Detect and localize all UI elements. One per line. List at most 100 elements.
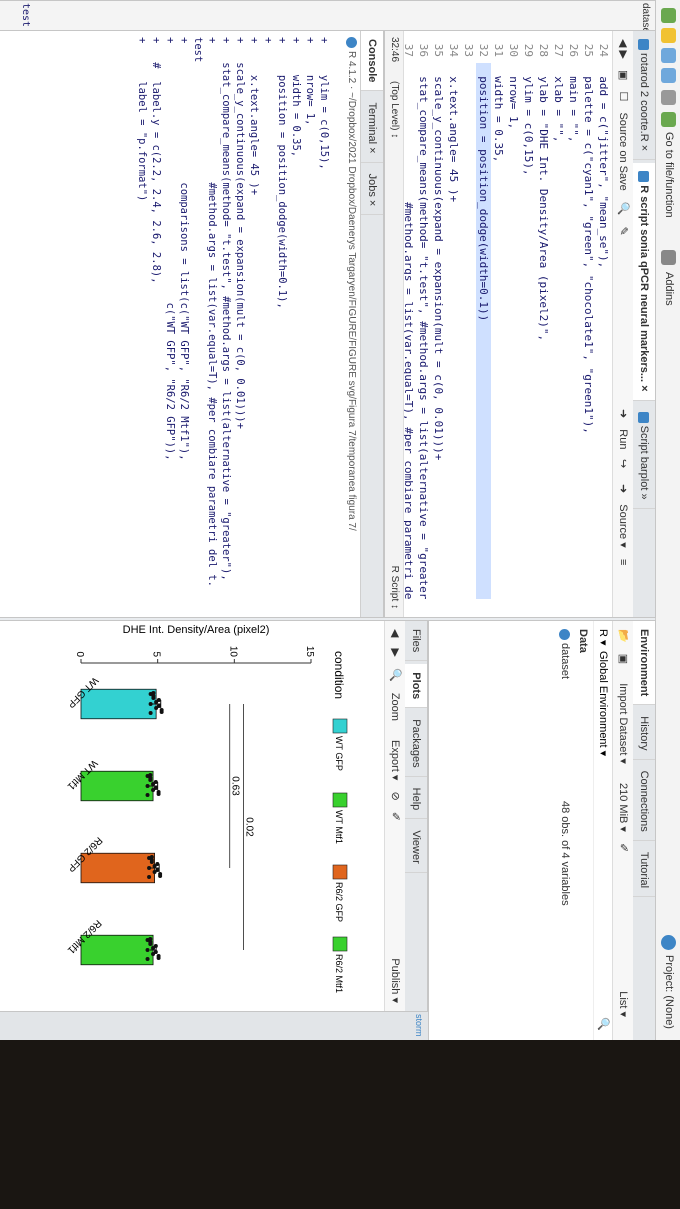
run-button[interactable]: ➜ Run	[617, 409, 629, 450]
y-tick-label: 15	[304, 646, 315, 658]
code-line[interactable]: scale_y_continuous(expand = expansion(mu…	[432, 63, 445, 461]
export-button[interactable]: Export ▾	[389, 740, 401, 781]
jitter-point	[156, 698, 161, 702]
search-icon[interactable]: 🔍	[617, 201, 629, 216]
expand-icon[interactable]	[559, 629, 571, 640]
scope-selector[interactable]: (Top Level) ↕	[389, 81, 400, 139]
open-file-icon[interactable]	[661, 28, 676, 43]
publish-button[interactable]: Publish ▾	[389, 958, 401, 1003]
save-workspace-icon[interactable]: ▣	[617, 653, 629, 665]
p-value-label: 0.02	[244, 817, 255, 837]
env-scope-bar: R ▾ Global Environment ▾ 🔍	[593, 621, 612, 1040]
bar	[80, 852, 156, 884]
tab-plots[interactable]: Plots	[405, 664, 427, 709]
tab-barplot[interactable]: Script barplot »	[633, 403, 655, 509]
code-line[interactable]: palette = c("cyan1", "green", "chocolate…	[582, 63, 595, 434]
grid-icon[interactable]	[661, 250, 676, 265]
code-line[interactable]: x.text.angle= 45 )+	[447, 63, 460, 203]
line-number: 26	[567, 43, 580, 57]
scope-selector[interactable]: Global Environment ▾	[597, 651, 609, 757]
plot-background	[1, 621, 383, 1009]
console-line: + label = "p.format")	[136, 37, 148, 202]
tab-environment[interactable]: Environment	[633, 621, 655, 706]
code-line[interactable]: nrow= 1,	[507, 63, 520, 130]
cursor-position: 32:46	[389, 37, 400, 63]
code-line[interactable]: ylab = "DHE Int. Density/Area (pixel2)",	[537, 63, 550, 342]
jitter-point	[151, 946, 156, 950]
rerun-icon[interactable]: ↪	[617, 459, 629, 469]
line-number: 34	[447, 43, 460, 57]
tab-jobs[interactable]: Jobs ×	[361, 165, 383, 216]
console-line: + stat_compare_means(method= "t.test", #…	[220, 37, 232, 581]
jitter-point	[153, 780, 158, 784]
bar	[80, 934, 154, 966]
console-output[interactable]: + ylim = c(0,15), + nrow= 1, + width = 0.3…	[135, 37, 331, 587]
zoom-button[interactable]: 🔍 Zoom	[389, 668, 401, 721]
code-line[interactable]: position = position_dodge(width=0.1))	[476, 63, 491, 600]
search-icon[interactable]: 🔍	[597, 1017, 609, 1031]
next-plot-icon[interactable]: ▶	[389, 648, 401, 657]
jitter-point	[154, 706, 159, 710]
code-line[interactable]	[461, 63, 476, 599]
new-file-icon[interactable]	[661, 8, 676, 23]
tab-history[interactable]: History	[633, 708, 655, 760]
jitter-point	[149, 858, 154, 862]
outline-icon[interactable]: ≡	[617, 559, 629, 566]
legend-label: R6/2 GFP	[334, 882, 344, 922]
addins-menu[interactable]: Addins	[663, 272, 675, 306]
code-line[interactable]: add = c("jitter", "mean_se"),	[597, 63, 610, 269]
r-scope-menu[interactable]: R ▾	[597, 629, 609, 646]
tab-viewer[interactable]: Viewer	[405, 822, 427, 873]
code-line[interactable]: ylim = c(0,15),	[522, 63, 535, 176]
code-area[interactable]: add = c("jitter", "mean_se"), palette = …	[384, 63, 611, 600]
tab-files[interactable]: Files	[405, 621, 427, 662]
plots-pane: Files Plots Packages Help Viewer ◀ ▶ 🔍 Z…	[0, 620, 428, 1012]
r-file-icon	[638, 411, 650, 423]
source-on-save-checkbox[interactable]: ☐ Source on Save	[617, 91, 629, 191]
clear-plots-icon[interactable]: ✐	[389, 811, 401, 821]
tab-console[interactable]: Console	[361, 31, 383, 92]
memory-usage[interactable]: 210 MiB ▾	[617, 783, 629, 832]
project-menu[interactable]: Project: (None)	[663, 955, 675, 1029]
legend-label: R6/2 Mtf1	[334, 954, 344, 993]
remove-plot-icon[interactable]: ⊘	[389, 791, 401, 801]
file-type-selector[interactable]: R Script ↕	[389, 565, 400, 609]
import-dataset-button[interactable]: Import Dataset ▾	[617, 683, 629, 764]
load-icon[interactable]: 📂	[617, 629, 629, 643]
jitter-point	[153, 944, 158, 948]
jitter-point	[148, 776, 153, 780]
print-icon[interactable]	[661, 90, 676, 105]
tab-help[interactable]: Help	[405, 779, 427, 820]
list-view-selector[interactable]: List ▾	[617, 991, 629, 1017]
console-line: + nrow= 1,	[304, 37, 316, 126]
save-icon[interactable]: ▣	[617, 70, 629, 81]
wand-icon[interactable]: ✎	[617, 226, 629, 236]
storm-tab[interactable]: storm	[414, 1014, 424, 1037]
save-all-icon[interactable]	[661, 68, 676, 83]
prev-plot-icon[interactable]: ◀	[389, 629, 401, 638]
code-line[interactable]: xlab = "",	[552, 63, 565, 143]
console-path: R 4.1.2 · ~/Dropbox/2021 Dropbox/Daenery…	[346, 37, 357, 531]
jitter-point	[151, 782, 156, 786]
go-to-file-input[interactable]: Go to file/function	[663, 132, 675, 218]
jitter-point	[151, 788, 156, 792]
code-line[interactable]: main = "",	[567, 63, 580, 143]
tab-sonia[interactable]: R script sonia qPCR neural markers... ×	[633, 163, 655, 401]
broom-icon[interactable]: ✐	[617, 843, 629, 853]
dataset-row[interactable]: dataset	[559, 629, 571, 679]
back-icon[interactable]: ◀ ▶	[617, 39, 629, 59]
code-line[interactable]: stat_compare_means(method= "t.test", #me…	[417, 63, 430, 600]
right-sliver: storm	[0, 1012, 428, 1040]
tab-rotarod[interactable]: rotarod 2 coorte.R ×	[633, 31, 655, 161]
tab-tutorial[interactable]: Tutorial	[633, 843, 655, 898]
save-icon[interactable]	[661, 48, 676, 63]
dataset-tab[interactable]: dataset	[640, 3, 651, 32]
tab-terminal[interactable]: Terminal ×	[361, 94, 383, 163]
code-line[interactable]: width = 0.35,	[492, 63, 505, 163]
tab-packages[interactable]: Packages	[405, 711, 427, 777]
console-line: + c("WT GFP", "R6/2 GFP")),	[164, 37, 176, 461]
tab-connections[interactable]: Connections	[633, 762, 655, 841]
source-button[interactable]: ➜ Source ▾	[617, 484, 629, 548]
console-line: + comparisons = list(c("WT GFP", "R6/2 M…	[178, 37, 190, 461]
